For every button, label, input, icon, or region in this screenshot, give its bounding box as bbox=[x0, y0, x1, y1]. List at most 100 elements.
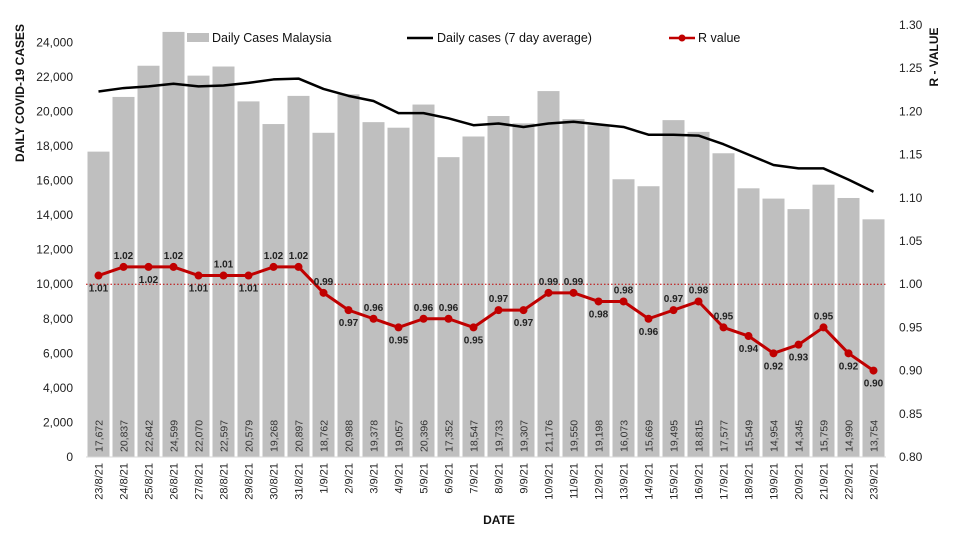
bar-value-label-7: 19,268 bbox=[269, 420, 281, 452]
r-value-line bbox=[98, 265, 875, 372]
r-value-marker-26 bbox=[744, 332, 753, 341]
r-value-label-16: 0.97 bbox=[489, 294, 509, 305]
bar-17 bbox=[512, 123, 535, 458]
y2-axis-title: R - VALUE bbox=[927, 27, 941, 86]
x-tick-label-7: 30/8/21 bbox=[269, 463, 281, 500]
bar-value-label-14: 17,352 bbox=[444, 420, 456, 452]
r-value-label-17: 0.97 bbox=[514, 318, 534, 329]
x-tick-label-3: 26/8/21 bbox=[169, 463, 181, 500]
y-tick-label-11: 22,000 bbox=[36, 70, 73, 84]
bar-8 bbox=[287, 95, 310, 457]
y2-tick-label-10: 1.30 bbox=[899, 18, 923, 32]
bar-16 bbox=[487, 116, 510, 457]
bar-value-label-19: 19,550 bbox=[569, 420, 581, 452]
x-tick-label-17: 9/9/21 bbox=[519, 463, 531, 494]
r-value-marker-7 bbox=[269, 262, 278, 271]
y2-tick-label-4: 1.00 bbox=[899, 277, 923, 291]
y2-tick-label-6: 1.10 bbox=[899, 191, 923, 205]
x-tick-label-21: 13/9/21 bbox=[619, 463, 631, 500]
r-value-label-8: 1.02 bbox=[289, 251, 309, 262]
bar-value-label-1: 20,837 bbox=[119, 420, 131, 452]
y2-tick-label-1: 0.85 bbox=[899, 407, 923, 421]
x-tick-label-15: 7/9/21 bbox=[469, 463, 481, 494]
legend-label-r-value: R value bbox=[698, 31, 740, 45]
r-value-marker-21 bbox=[619, 297, 628, 306]
r-value-label-28: 0.93 bbox=[789, 353, 809, 364]
bar-value-label-26: 15,549 bbox=[744, 420, 756, 452]
bar-value-label-5: 22,597 bbox=[219, 420, 231, 452]
r-value-label-2: 1.02 bbox=[139, 275, 159, 286]
r-value-label-31: 0.90 bbox=[864, 379, 884, 390]
bar-27 bbox=[762, 198, 785, 457]
legend-swatch-daily-cases bbox=[187, 33, 209, 42]
bar-value-label-31: 13,754 bbox=[869, 420, 881, 452]
y-tick-label-6: 12,000 bbox=[36, 243, 73, 257]
r-value-label-10: 0.97 bbox=[339, 318, 359, 329]
x-tick-label-13: 5/9/21 bbox=[419, 463, 431, 494]
y-tick-label-12: 24,000 bbox=[36, 35, 73, 49]
legend-label-daily-cases: Daily Cases Malaysia bbox=[212, 31, 332, 45]
bar-31 bbox=[862, 219, 885, 457]
r-value-marker-19 bbox=[569, 288, 578, 297]
bar-25 bbox=[712, 153, 735, 457]
r-value-label-29: 0.95 bbox=[814, 311, 834, 322]
x-tick-label-18: 10/9/21 bbox=[544, 463, 556, 500]
bars-layer: 17,672 20,837 22,642 24,599 22,070 22,597 20,5… bbox=[87, 31, 885, 458]
bar-value-label-20: 19,198 bbox=[594, 420, 606, 452]
r-value-label-5: 1.01 bbox=[214, 260, 234, 271]
bar-value-label-29: 15,759 bbox=[819, 420, 831, 452]
bar-value-label-4: 22,070 bbox=[194, 420, 206, 452]
bar-value-label-12: 19,057 bbox=[394, 420, 406, 452]
x-tick-label-8: 31/8/21 bbox=[294, 463, 306, 500]
bar-value-label-11: 19,378 bbox=[369, 420, 381, 452]
r-value-marker-28 bbox=[794, 340, 803, 349]
y-tick-label-8: 16,000 bbox=[36, 174, 73, 188]
legend: Daily Cases Malaysia Daily cases (7 day … bbox=[187, 31, 740, 45]
bar-3 bbox=[162, 31, 185, 457]
bar-value-label-24: 18,815 bbox=[694, 420, 706, 452]
x-tick-label-20: 12/9/21 bbox=[594, 463, 606, 500]
r-value-marker-8 bbox=[294, 262, 303, 271]
r-value-label-15: 0.95 bbox=[464, 335, 484, 346]
y2-tick-label-0: 0.80 bbox=[899, 450, 923, 464]
bar-26 bbox=[737, 188, 760, 457]
r-value-label-22: 0.96 bbox=[639, 327, 659, 338]
bar-value-label-3: 24,599 bbox=[169, 420, 181, 452]
r-value-label-9: 0.99 bbox=[314, 277, 334, 288]
r-value-marker-4 bbox=[194, 271, 203, 280]
bar-19 bbox=[562, 119, 585, 458]
x-tick-label-30: 22/9/21 bbox=[844, 463, 856, 500]
r-value-label-20: 0.98 bbox=[589, 309, 609, 320]
bar-value-label-8: 20,897 bbox=[294, 420, 306, 452]
r-value-marker-0 bbox=[94, 271, 103, 280]
x-tick-label-12: 4/9/21 bbox=[394, 463, 406, 494]
bar-1 bbox=[112, 96, 135, 457]
x-tick-label-29: 21/9/21 bbox=[819, 463, 831, 500]
average-line-layer bbox=[98, 77, 875, 193]
y2-tick-label-3: 0.95 bbox=[899, 320, 923, 334]
r-value-marker-17 bbox=[519, 306, 528, 315]
bar-7 bbox=[262, 124, 285, 458]
y-tick-label-4: 8,000 bbox=[43, 312, 73, 326]
bar-12 bbox=[387, 127, 410, 457]
bar-5 bbox=[212, 66, 235, 458]
x-tick-label-16: 8/9/21 bbox=[494, 463, 506, 494]
r-value-marker-16 bbox=[494, 306, 503, 315]
x-tick-label-23: 15/9/21 bbox=[669, 463, 681, 500]
x-tick-label-5: 28/8/21 bbox=[219, 463, 231, 500]
r-value-label-25: 0.95 bbox=[714, 311, 734, 322]
r-value-layer: 1.01 1.02 1.02 1.02 1.01 1.01 1.01 1.02 1.02 0.99… bbox=[89, 251, 884, 390]
x-tick-label-11: 3/9/21 bbox=[369, 463, 381, 494]
r-value-marker-1 bbox=[119, 262, 128, 271]
bar-value-label-10: 20,988 bbox=[344, 420, 356, 452]
x-tick-label-1: 24/8/21 bbox=[119, 463, 131, 500]
x-tick-label-14: 6/9/21 bbox=[444, 463, 456, 494]
bar-28 bbox=[787, 209, 810, 457]
r-value-label-7: 1.02 bbox=[264, 251, 284, 262]
y2-tick-label-7: 1.15 bbox=[899, 148, 923, 162]
bar-11 bbox=[362, 122, 385, 457]
y-tick-label-0: 0 bbox=[66, 450, 73, 464]
x-tick-label-2: 25/8/21 bbox=[144, 463, 156, 500]
r-value-marker-22 bbox=[644, 314, 653, 323]
bar-value-label-15: 18,547 bbox=[469, 420, 481, 452]
